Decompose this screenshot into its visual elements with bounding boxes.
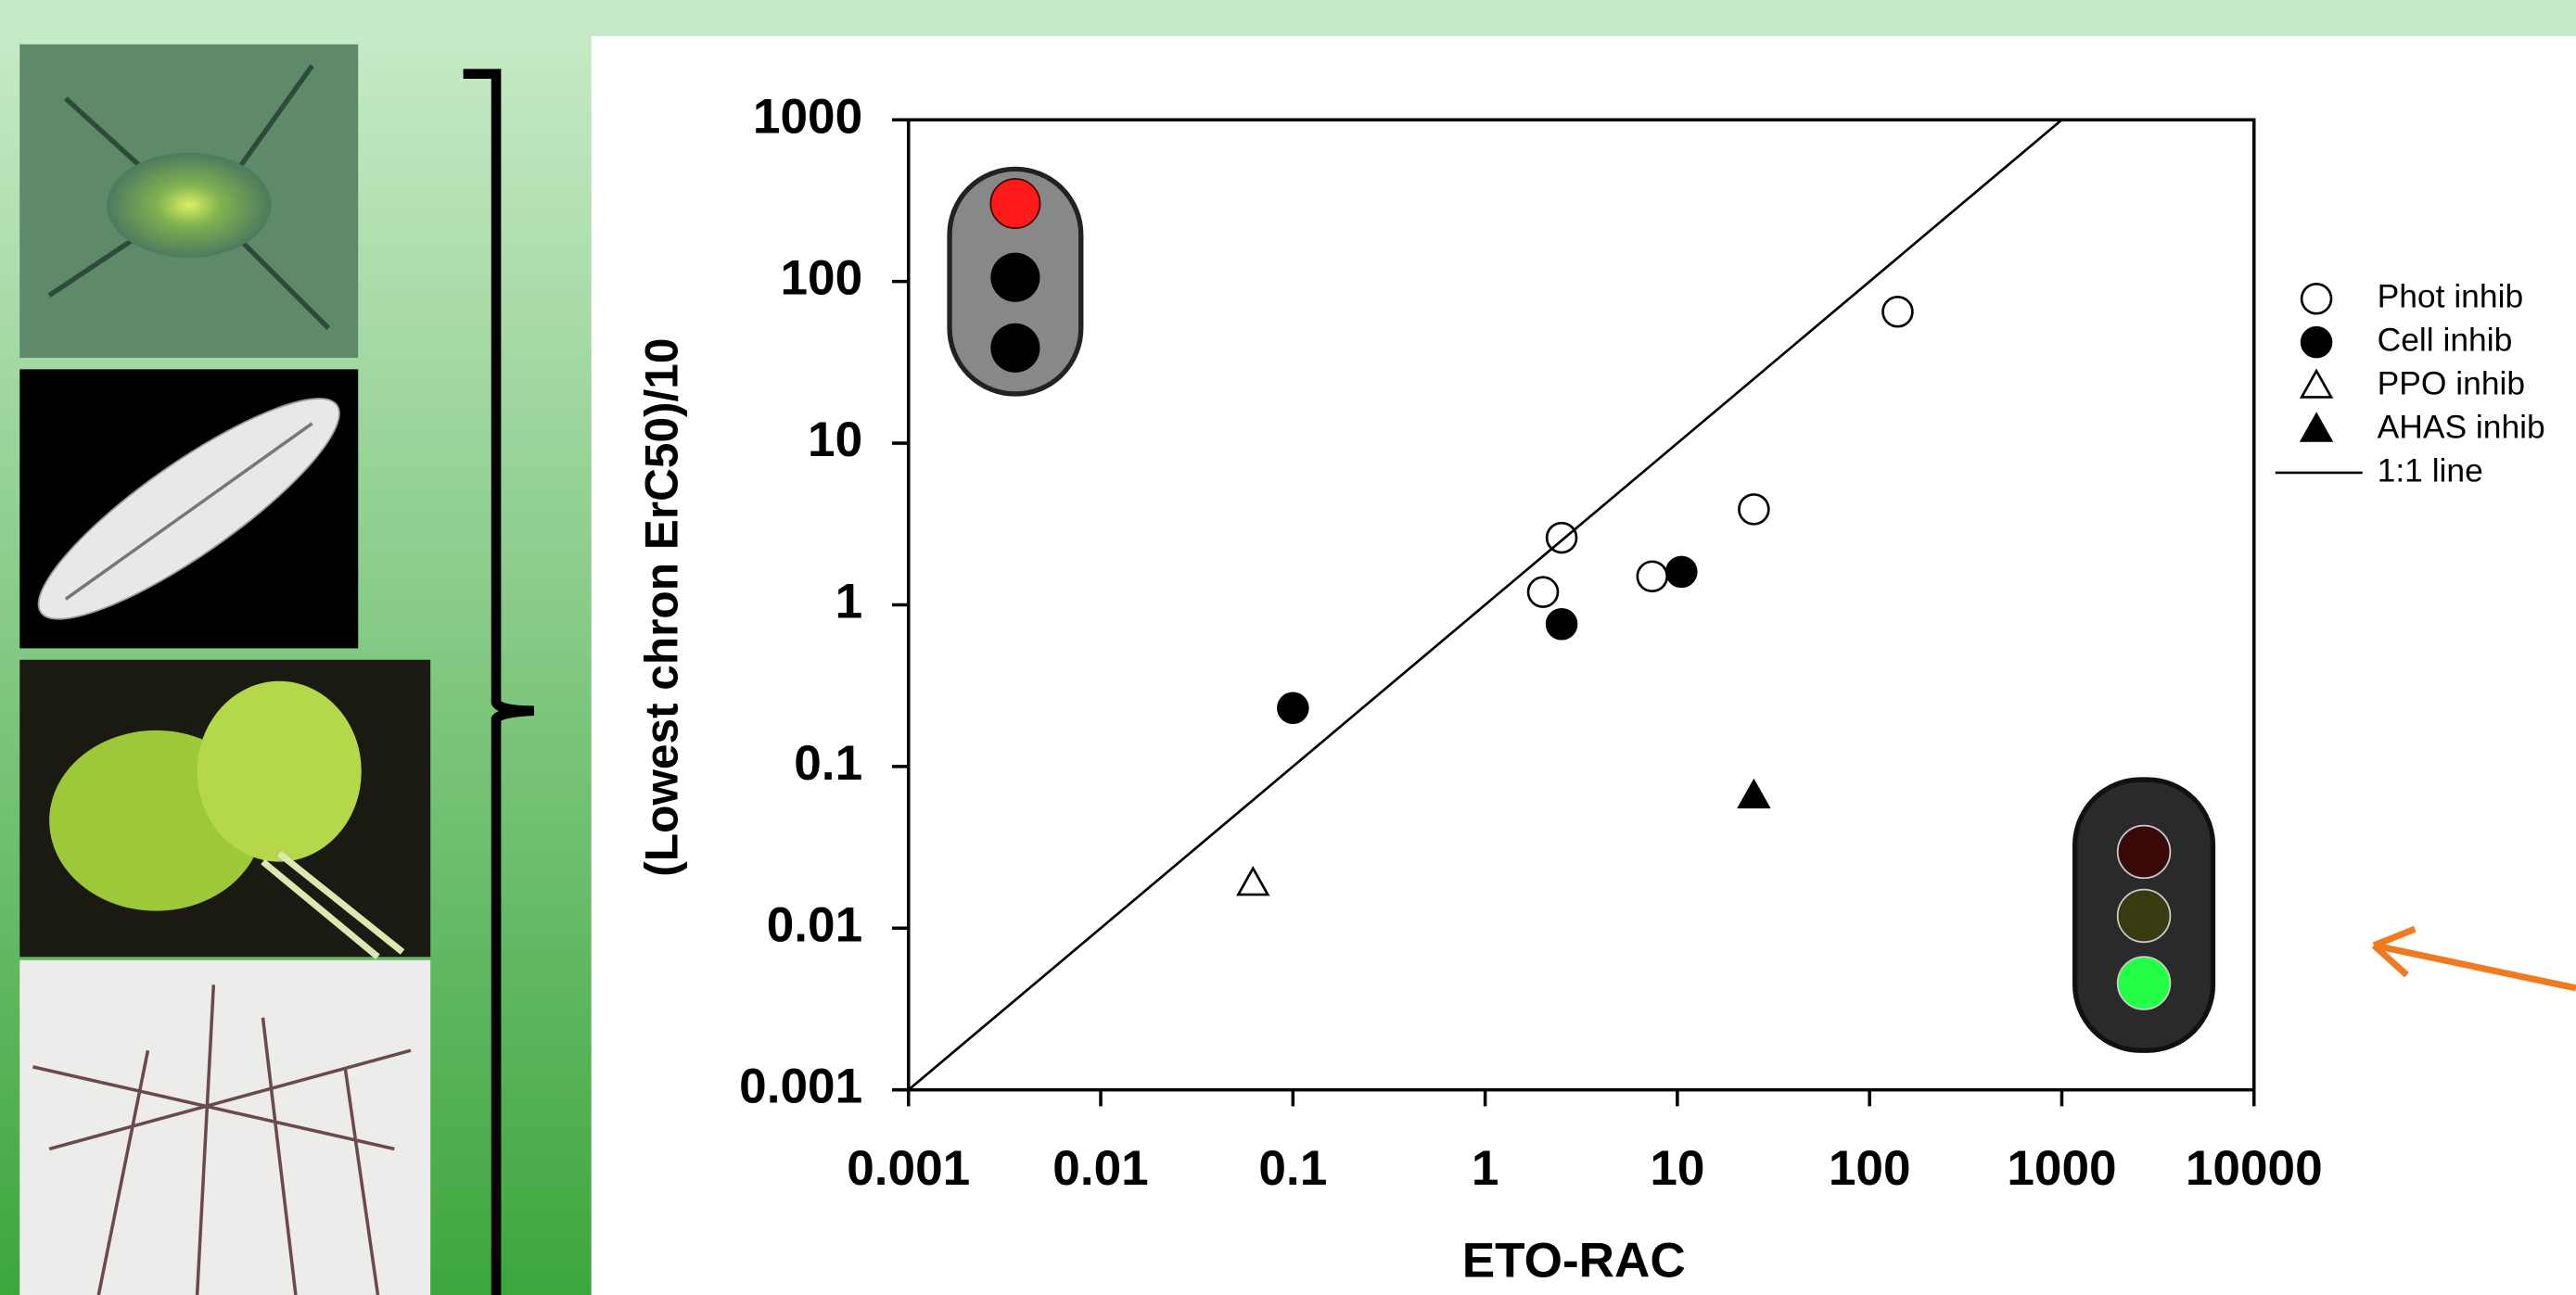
- point: [1277, 692, 1309, 725]
- photo-detail: [47, 64, 331, 330]
- identity-line: [908, 120, 2063, 1090]
- x-tick-label: 10000: [2186, 1141, 2323, 1196]
- legend-label: PPO inhib: [2378, 364, 2525, 401]
- point: [1737, 778, 1771, 809]
- y-tick-label: 0.01: [767, 897, 862, 952]
- y-tick-label: 0.001: [739, 1060, 862, 1114]
- bracket: [463, 69, 535, 1295]
- photo-detail: [32, 984, 412, 1295]
- light: [990, 323, 1040, 373]
- x-tick-label: 0.01: [1052, 1141, 1148, 1196]
- y-tick-label: 100: [780, 251, 862, 306]
- y-axis-label: (Lowest chron ErC50)/10: [636, 338, 688, 877]
- photo-detail: [197, 680, 362, 862]
- light: [990, 252, 1040, 302]
- y-tick-label: 0.1: [794, 736, 862, 791]
- x-tick-label: 0.001: [847, 1141, 970, 1196]
- x-tick-label: 0.1: [1258, 1141, 1327, 1196]
- x-tick-label: 1000: [2007, 1141, 2116, 1196]
- light: [2116, 956, 2172, 1010]
- legend-marker: [2299, 368, 2334, 399]
- light: [989, 178, 1041, 229]
- x-tick-label: 10: [1650, 1141, 1704, 1196]
- point: [1636, 560, 1669, 593]
- legend-label: AHAS inhib: [2378, 408, 2545, 445]
- legend-marker: [2300, 282, 2333, 315]
- y-tick-label: 10: [808, 413, 862, 467]
- x-tick-label: 1: [1472, 1141, 1499, 1196]
- legend-label: Cell inhib: [2378, 322, 2513, 359]
- arrow: [2371, 925, 2576, 992]
- light: [2116, 888, 2172, 944]
- photo-detail: [107, 152, 272, 258]
- point: [1526, 576, 1560, 608]
- legend-label: 1:1 line: [2378, 451, 2483, 489]
- point: [1665, 555, 1698, 589]
- light: [2116, 824, 2172, 880]
- point: [1738, 493, 1770, 526]
- point: [1545, 607, 1578, 641]
- point: [1236, 866, 1270, 896]
- legend-label: Phot inhib: [2378, 278, 2524, 315]
- photo-detail: [261, 850, 405, 959]
- chart-panel: [591, 35, 2576, 1295]
- legend-marker: [2300, 325, 2333, 359]
- x-axis-label: ETO-RAC: [1462, 1233, 1686, 1288]
- point: [1881, 296, 1914, 328]
- legend-marker: [2299, 412, 2334, 442]
- photo-detail: [64, 422, 313, 601]
- x-tick-label: 100: [1829, 1141, 1911, 1196]
- photo-myriophyllum: [19, 959, 431, 1295]
- y-tick-label: 1: [835, 575, 863, 629]
- y-tick-label: 1000: [753, 89, 862, 144]
